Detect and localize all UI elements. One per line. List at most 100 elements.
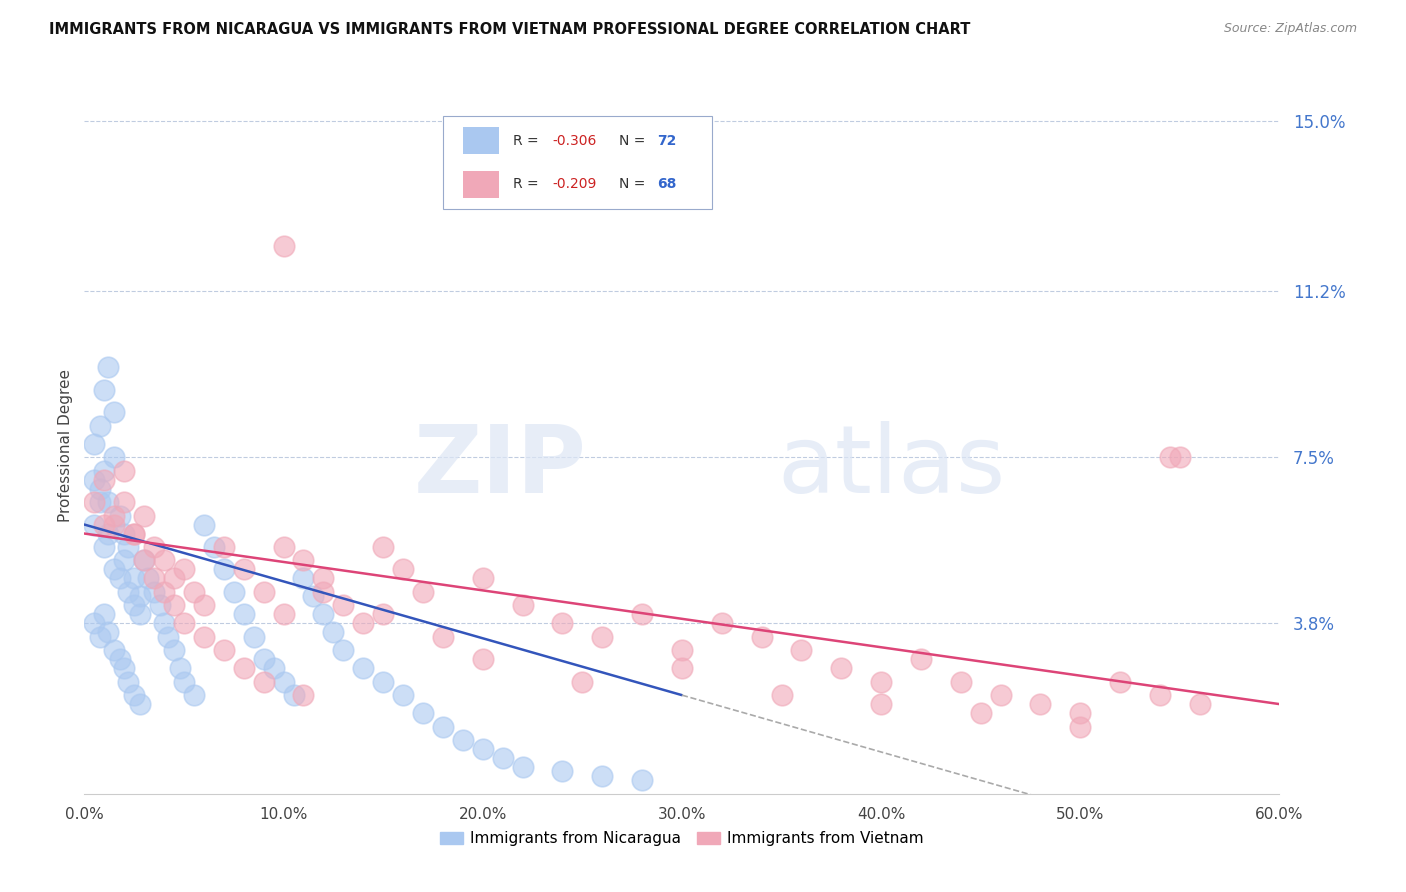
Point (373, 674, 395, 689)
Point (112, 495, 135, 509)
Point (110, 508, 132, 523)
Point (232, 562, 254, 576)
Point (103, 450, 125, 465)
Point (173, 562, 195, 576)
Point (193, 517, 215, 532)
Point (149, 599, 172, 613)
Text: -0.306: -0.306 (553, 134, 598, 147)
Point (97, 360, 120, 375)
Text: N =: N = (619, 178, 650, 192)
Point (451, 733, 474, 747)
Point (153, 616, 176, 631)
Text: 72: 72 (657, 134, 676, 147)
Point (332, 599, 354, 613)
Point (163, 599, 186, 613)
Point (193, 599, 215, 613)
Point (122, 688, 145, 702)
Point (591, 630, 613, 644)
Point (132, 553, 156, 567)
Point (153, 553, 176, 567)
Point (1069, 720, 1091, 734)
Point (110, 571, 132, 585)
Point (631, 773, 654, 788)
FancyBboxPatch shape (443, 116, 711, 210)
Point (93, 383, 115, 397)
Point (292, 688, 315, 702)
Point (312, 571, 335, 585)
Point (163, 571, 186, 585)
Text: IMMIGRANTS FROM NICARAGUA VS IMMIGRANTS FROM VIETNAM PROFESSIONAL DEGREE CORRELA: IMMIGRANTS FROM NICARAGUA VS IMMIGRANTS … (49, 22, 970, 37)
Point (93, 517, 115, 532)
Point (153, 585, 176, 599)
Point (132, 508, 156, 523)
Point (169, 661, 191, 675)
Point (292, 553, 315, 567)
Point (173, 616, 195, 631)
Point (93, 464, 115, 478)
Point (1188, 697, 1211, 711)
Text: 68: 68 (657, 178, 676, 192)
Point (129, 590, 152, 604)
Point (232, 661, 254, 675)
Point (83, 495, 105, 509)
Point (83, 616, 105, 631)
Point (302, 590, 325, 604)
Point (471, 571, 494, 585)
Point (631, 607, 654, 622)
Point (292, 571, 315, 585)
Point (110, 652, 132, 666)
Point (790, 643, 813, 657)
Point (870, 697, 893, 711)
Bar (463, 128, 499, 153)
Point (373, 540, 395, 554)
Point (392, 688, 415, 702)
Point (751, 630, 773, 644)
Point (117, 540, 139, 554)
Point (253, 652, 276, 666)
Point (89, 418, 111, 433)
Legend: Immigrants from Nicaragua, Immigrants from Vietnam: Immigrants from Nicaragua, Immigrants fr… (434, 825, 929, 853)
Point (129, 607, 152, 622)
Point (352, 616, 374, 631)
Point (671, 643, 693, 657)
Point (1149, 688, 1171, 702)
Point (1168, 450, 1191, 465)
Point (112, 553, 135, 567)
Point (273, 239, 295, 253)
Point (132, 553, 156, 567)
Point (412, 706, 434, 720)
Point (283, 688, 305, 702)
Point (1109, 674, 1132, 689)
Point (122, 526, 145, 541)
Text: R =: R = (513, 134, 543, 147)
Point (122, 599, 145, 613)
Point (352, 661, 374, 675)
Point (163, 643, 186, 657)
Point (870, 674, 893, 689)
Point (312, 607, 335, 622)
Point (412, 585, 434, 599)
Point (373, 607, 395, 622)
Point (129, 697, 152, 711)
Point (512, 599, 534, 613)
Point (103, 562, 125, 576)
Point (173, 674, 195, 689)
Point (89, 495, 111, 509)
Point (551, 616, 574, 631)
Point (117, 674, 139, 689)
Text: atlas: atlas (778, 421, 1005, 513)
Point (103, 405, 125, 419)
Point (830, 661, 852, 675)
Point (183, 688, 205, 702)
Point (122, 571, 145, 585)
Point (136, 571, 159, 585)
Point (770, 688, 793, 702)
Point (253, 585, 276, 599)
Point (492, 751, 515, 765)
Point (571, 674, 593, 689)
Point (193, 630, 215, 644)
Point (83, 517, 105, 532)
Point (432, 630, 454, 644)
Point (93, 473, 115, 487)
Point (990, 688, 1012, 702)
